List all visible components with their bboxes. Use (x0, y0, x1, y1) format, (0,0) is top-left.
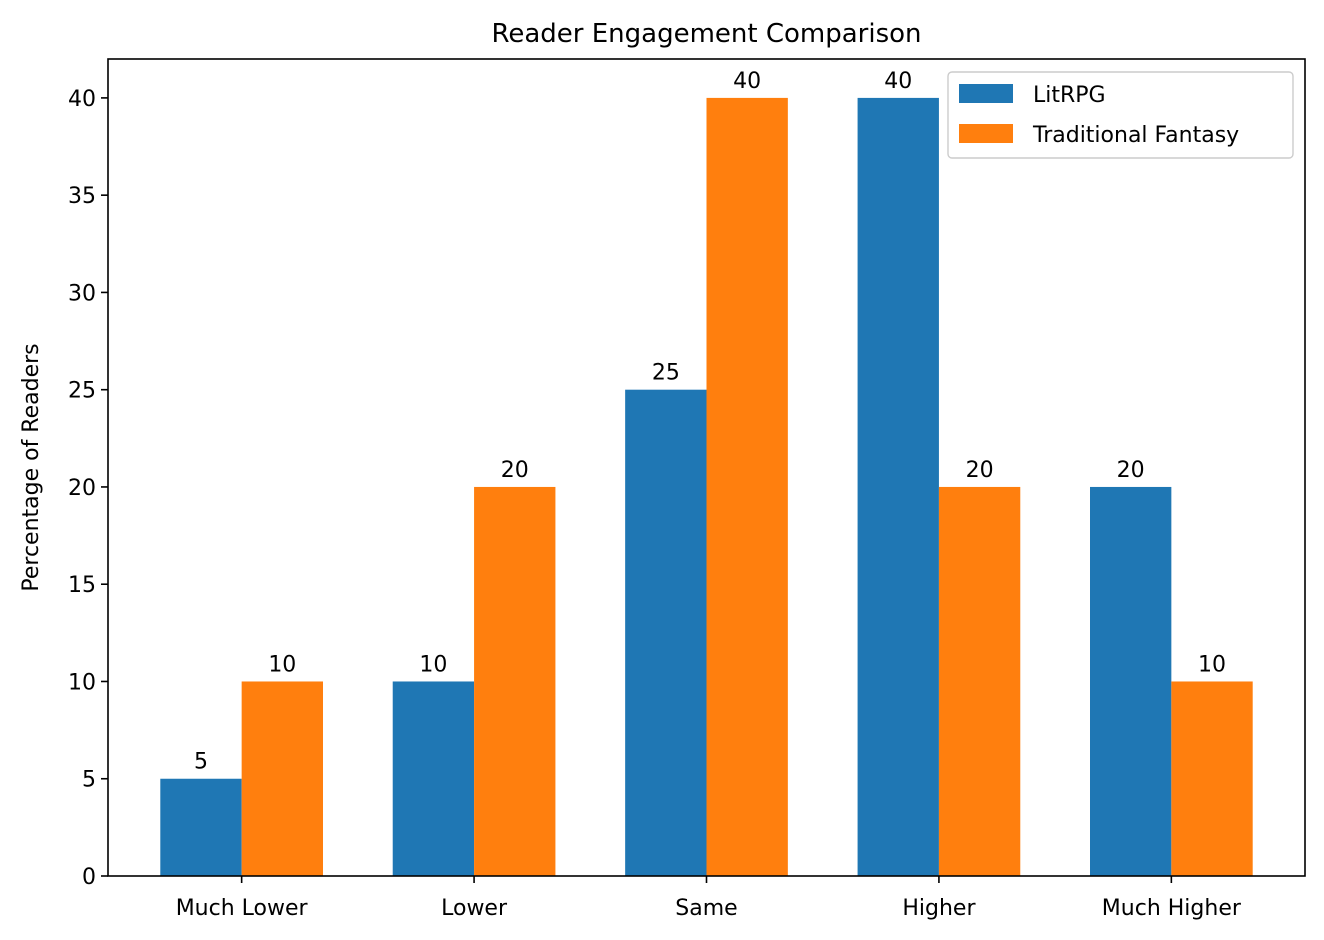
chart-title: Reader Engagement Comparison (491, 19, 921, 49)
data-label: 5 (194, 750, 208, 775)
x-tick-label: Same (675, 896, 737, 921)
x-tick-label: Higher (902, 896, 976, 921)
bar-traditional-fantasy-higher (938, 486, 1021, 876)
data-label: 10 (419, 652, 447, 677)
bar-traditional-fantasy-same (706, 97, 788, 876)
data-label: 10 (1198, 652, 1226, 677)
legend-label: LitRPG (1033, 83, 1106, 108)
axes-layer: 0 5 10 15 20 25 30 35 40 Much Lower Lower Same Highe… (68, 58, 1306, 921)
y-tick-label: 40 (68, 87, 96, 112)
data-label: 10 (268, 652, 296, 677)
y-tick-label: 30 (68, 281, 96, 306)
y-tick-label: 20 (68, 476, 96, 501)
legend-swatch (959, 124, 1013, 143)
x-tick-label: Much Lower (176, 896, 309, 921)
bar-litrpg-much-lower (160, 778, 242, 876)
legend-box (947, 71, 1294, 159)
legend-label: Traditional Fantasy (1032, 123, 1239, 148)
data-label: 25 (652, 361, 680, 386)
y-tick-label: 25 (68, 379, 96, 404)
data-label: 20 (1117, 458, 1145, 483)
bar-traditional-fantasy-much-higher (1171, 681, 1253, 876)
data-label: 40 (884, 69, 912, 94)
x-tick-label: Lower (441, 896, 508, 921)
y-tick-label: 10 (68, 670, 96, 695)
legend-swatch (959, 84, 1013, 103)
bar-litrpg-higher (857, 97, 939, 876)
bar-litrpg-much-higher (1090, 486, 1172, 876)
data-label: 20 (501, 458, 529, 483)
x-tick-label: Much Higher (1102, 896, 1242, 921)
bar-traditional-fantasy-lower (474, 486, 556, 876)
y-tick-label: 15 (68, 573, 96, 598)
y-tick-label: 5 (82, 768, 96, 793)
data-labels-layer: 5 10 25 40 20 10 20 40 20 10 (194, 69, 1226, 775)
legend: LitRPG Traditional Fantasy (947, 71, 1294, 159)
y-tick-label: 0 (82, 865, 96, 890)
y-tick-label: 35 (68, 184, 96, 209)
bar-litrpg-same (625, 389, 707, 876)
y-axis-title: Percentage of Readers (19, 343, 44, 591)
data-label: 40 (733, 69, 761, 94)
data-label: 20 (966, 458, 994, 483)
bars-layer (160, 97, 1253, 876)
bar-traditional-fantasy-much-lower (241, 681, 323, 876)
bar-litrpg-lower (392, 681, 475, 876)
